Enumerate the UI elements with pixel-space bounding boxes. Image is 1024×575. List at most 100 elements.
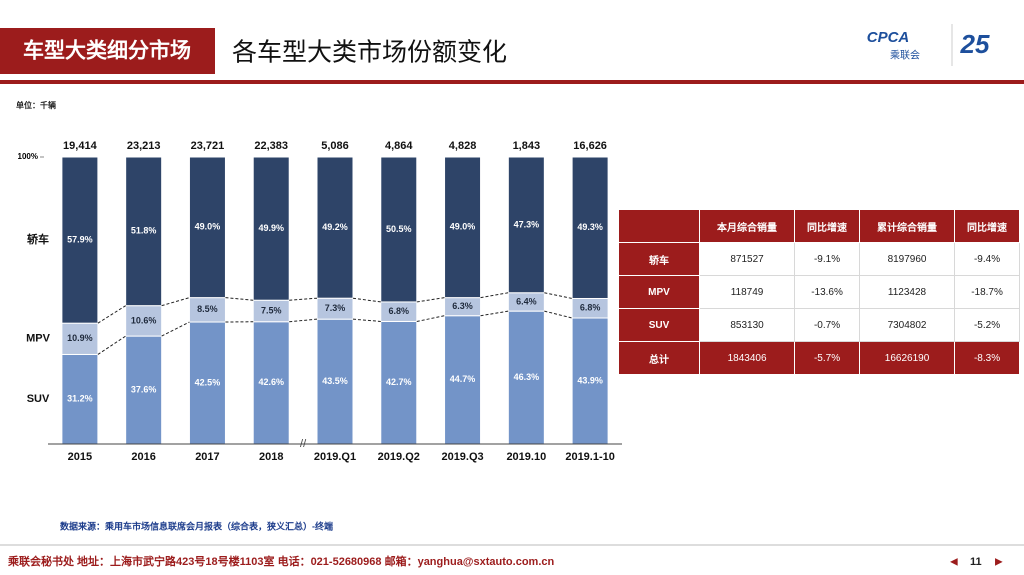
table-cell: -9.4% bbox=[954, 242, 1020, 276]
x-tick-label: 2019.Q1 bbox=[314, 451, 356, 463]
table-cell: -5.2% bbox=[954, 308, 1020, 342]
table-cell: 同比增速 bbox=[794, 209, 860, 243]
connector bbox=[544, 292, 573, 299]
prev-arrow[interactable]: ◀ bbox=[950, 557, 958, 568]
connector bbox=[416, 315, 445, 322]
data-label: 10.6% bbox=[131, 315, 157, 325]
table-row: 轿车 871527 -9.1% 8197960 -9.4% bbox=[618, 242, 1020, 276]
data-label: 49.2% bbox=[322, 222, 348, 232]
data-label: 7.3% bbox=[325, 303, 346, 313]
table-cell: 1843406 bbox=[698, 341, 796, 375]
connector bbox=[480, 310, 509, 317]
data-label: 47.3% bbox=[514, 219, 540, 229]
data-label: 51.8% bbox=[131, 226, 157, 236]
data-label: 6.8% bbox=[580, 303, 601, 313]
bar-segment bbox=[125, 305, 163, 337]
connector bbox=[289, 318, 318, 323]
total-label: 5,086 bbox=[321, 140, 349, 152]
page-number: 11 bbox=[970, 556, 982, 568]
table-row: SUV 853130 -0.7% 7304802 -5.2% bbox=[618, 308, 1020, 342]
x-tick-label: 2015 bbox=[68, 451, 92, 463]
connector bbox=[97, 305, 126, 324]
table-cell: 轿车 bbox=[618, 242, 700, 276]
total-label: 4,828 bbox=[449, 140, 477, 152]
data-label: 43.9% bbox=[577, 375, 603, 385]
table-cell: 118749 bbox=[698, 275, 796, 309]
data-label: 42.6% bbox=[258, 377, 284, 387]
axis-break: // bbox=[300, 438, 307, 450]
table-cell: 同比增速 bbox=[954, 209, 1020, 243]
table-cell: 7304802 bbox=[858, 308, 956, 342]
data-label: 6.3% bbox=[452, 301, 473, 311]
bar-segment bbox=[316, 156, 354, 299]
connector bbox=[352, 297, 381, 303]
bar-segment bbox=[571, 156, 609, 299]
total-label: 4,864 bbox=[385, 140, 413, 152]
table-cell: 本月综合销量 bbox=[698, 209, 796, 243]
connector bbox=[416, 297, 445, 303]
table-cell: MPV bbox=[618, 275, 700, 309]
header-subtitle: 各车型大类市场份额变化 bbox=[232, 39, 507, 67]
bar-segment bbox=[125, 156, 163, 307]
connector bbox=[225, 297, 254, 301]
total-label: 19,414 bbox=[63, 140, 98, 152]
connector bbox=[289, 297, 318, 301]
x-tick-label: 2019.Q3 bbox=[441, 451, 483, 463]
bar-segment bbox=[444, 156, 482, 299]
bar-segment bbox=[188, 321, 226, 445]
data-label: 50.5% bbox=[386, 224, 412, 234]
table-row: MPV 118749 -13.6% 1123428 -18.7% bbox=[618, 275, 1020, 309]
x-tick-label: 2019.1-10 bbox=[565, 451, 615, 463]
data-label: 44.7% bbox=[450, 374, 476, 384]
connector bbox=[352, 318, 381, 322]
connector bbox=[161, 321, 190, 337]
data-label: 49.3% bbox=[577, 222, 603, 232]
title-band bbox=[0, 28, 215, 74]
source: 数据来源：乘用车市场信息联席会月报表（综合表，狭义汇总）-终端 bbox=[60, 520, 333, 531]
table-cell: 16626190 bbox=[858, 341, 956, 375]
connector bbox=[544, 310, 573, 319]
data-label: 57.9% bbox=[67, 234, 93, 244]
table-cell: -0.7% bbox=[794, 308, 860, 342]
table-cell: -5.7% bbox=[794, 341, 860, 375]
bar-segment bbox=[61, 322, 99, 355]
table-cell: 累计综合销量 bbox=[858, 209, 956, 243]
series-label: MPV bbox=[26, 333, 51, 345]
data-label: 31.2% bbox=[67, 394, 93, 404]
header-title: 车型大类细分市场 bbox=[23, 39, 191, 63]
sales-table: 本月综合销量 同比增速 累计综合销量 同比增速 轿车 871527 -9.1% 8197960… bbox=[618, 209, 1020, 375]
table-cell: 1123428 bbox=[858, 275, 956, 309]
data-label: 10.9% bbox=[67, 333, 93, 343]
table-cell: 871527 bbox=[698, 242, 796, 276]
table-cell: -18.7% bbox=[954, 275, 1020, 309]
table-row: 总计 1843406 -5.7% 16626190 -8.3% bbox=[618, 341, 1020, 375]
x-tick-label: 2017 bbox=[195, 451, 219, 463]
connector bbox=[161, 297, 190, 307]
bar-segment bbox=[61, 156, 99, 324]
bar-segment bbox=[125, 335, 163, 445]
data-label: 46.3% bbox=[514, 372, 540, 382]
series-label: 轿车 bbox=[27, 232, 49, 246]
bar-segment bbox=[252, 321, 290, 445]
header-rule bbox=[0, 80, 1024, 84]
bar-segment bbox=[507, 310, 545, 445]
total-label: 16,626 bbox=[573, 140, 607, 152]
y-tick-label: 100% bbox=[18, 152, 38, 161]
anniversary: 25 bbox=[960, 29, 990, 59]
table-cell: 总计 bbox=[618, 341, 700, 375]
logo-sub: 乘联会 bbox=[890, 49, 920, 62]
data-label: 49.0% bbox=[195, 222, 221, 232]
table-cell: -9.1% bbox=[794, 242, 860, 276]
table-cell: 8197960 bbox=[858, 242, 956, 276]
data-label: 49.9% bbox=[258, 223, 284, 233]
table-cell bbox=[618, 209, 700, 243]
x-tick-label: 2016 bbox=[131, 451, 155, 463]
data-label: 7.5% bbox=[261, 305, 282, 315]
total-label: 23,721 bbox=[191, 140, 225, 152]
footer: 乘联会秘书处 地址：上海市武宁路423号18号楼1103室 电话：021-526… bbox=[7, 554, 554, 568]
x-tick-label: 2019.Q2 bbox=[378, 451, 420, 463]
data-label: 6.8% bbox=[389, 306, 410, 316]
next-arrow[interactable]: ▶ bbox=[995, 557, 1003, 568]
unit: 单位：千辆 bbox=[16, 100, 56, 110]
